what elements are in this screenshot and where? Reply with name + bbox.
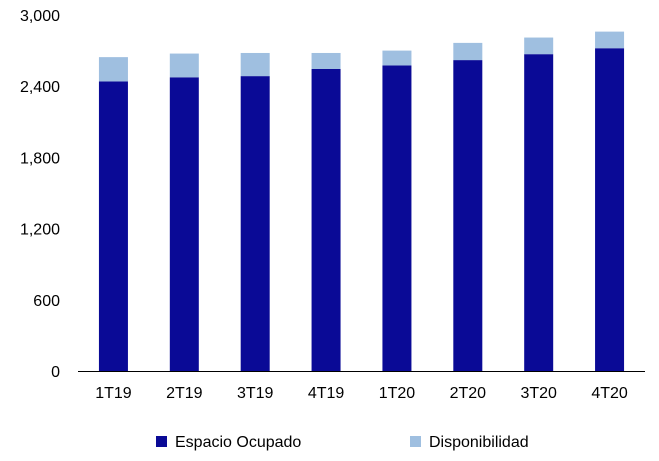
x-tick-label: 1T19	[95, 385, 132, 402]
bar-occupied	[311, 68, 341, 371]
y-tick-label: 2,400	[20, 79, 60, 96]
y-axis-ticks: 0 600 1,200 1,800 2,400 3,000	[20, 8, 60, 381]
legend-swatch	[156, 436, 167, 447]
y-tick-label: 3,000	[20, 8, 60, 25]
bars	[98, 31, 625, 372]
bar-occupied	[240, 76, 270, 371]
x-tick-label: 3T20	[520, 385, 557, 402]
bar-occupied	[524, 54, 554, 371]
bar-availability	[240, 52, 270, 77]
y-tick-label: 0	[51, 364, 60, 381]
y-tick-label: 600	[33, 293, 60, 310]
bar-occupied	[169, 77, 199, 372]
y-tick-label: 1,800	[20, 150, 60, 167]
bar-availability	[169, 53, 199, 78]
legend-swatch	[410, 436, 421, 447]
x-tick-label: 4T20	[591, 385, 628, 402]
bar-availability	[98, 57, 128, 82]
x-tick-label: 3T19	[237, 385, 274, 402]
bar-availability	[453, 42, 483, 61]
legend: Espacio Ocupado Disponibilidad	[156, 434, 529, 451]
x-axis-ticks: 1T19 2T19 3T19 4T19 1T20 2T20 3T20 4T20	[95, 385, 628, 402]
y-tick-label: 1,200	[20, 222, 60, 239]
bar-availability	[524, 37, 554, 55]
legend-label: Disponibilidad	[429, 434, 529, 451]
x-tick-label: 2T19	[166, 385, 203, 402]
x-tick-label: 2T20	[450, 385, 487, 402]
bar-occupied	[595, 48, 625, 372]
legend-label: Espacio Ocupado	[175, 434, 301, 451]
bar-occupied	[98, 81, 128, 371]
bar-availability	[311, 52, 341, 69]
bar-availability	[382, 50, 412, 66]
x-tick-label: 1T20	[379, 385, 416, 402]
x-tick-label: 4T19	[308, 385, 345, 402]
bar-occupied	[382, 65, 412, 371]
bar-availability	[595, 31, 625, 49]
bar-occupied	[453, 60, 483, 372]
